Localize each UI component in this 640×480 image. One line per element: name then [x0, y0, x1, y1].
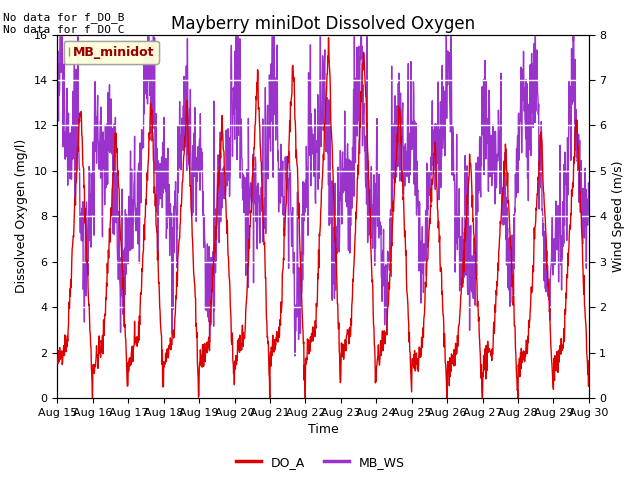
- Title: Mayberry miniDot Dissolved Oxygen: Mayberry miniDot Dissolved Oxygen: [171, 15, 476, 33]
- MB_WS: [406, 172, 414, 178]
- Line: DO_A: DO_A: [58, 38, 589, 398]
- MB_WS: [523, 154, 531, 160]
- Legend: MB_minidot: MB_minidot: [63, 41, 159, 64]
- Text: No data for f_DO_B
No data for f_DO_C: No data for f_DO_B No data for f_DO_C: [3, 12, 125, 36]
- MB_WS: [476, 138, 483, 144]
- MB_WS: [54, 70, 61, 75]
- Y-axis label: Dissolved Oxygen (mg/l): Dissolved Oxygen (mg/l): [15, 139, 28, 293]
- DO_A: [232, 366, 239, 372]
- MB_WS: [56, 32, 64, 37]
- DO_A: [523, 337, 531, 343]
- MB_WS: [172, 202, 180, 208]
- X-axis label: Time: Time: [308, 423, 339, 436]
- Line: MB_WS: MB_WS: [58, 35, 589, 356]
- DO_A: [89, 395, 97, 401]
- Legend: DO_A, MB_WS: DO_A, MB_WS: [230, 451, 410, 474]
- MB_WS: [291, 353, 299, 359]
- MB_WS: [585, 194, 593, 200]
- MB_WS: [232, 106, 239, 111]
- DO_A: [172, 293, 180, 299]
- DO_A: [324, 35, 332, 41]
- DO_A: [476, 336, 483, 342]
- MB_WS: [159, 190, 167, 196]
- DO_A: [406, 349, 414, 355]
- DO_A: [585, 358, 593, 363]
- DO_A: [54, 358, 61, 363]
- DO_A: [159, 380, 167, 386]
- Y-axis label: Wind Speed (m/s): Wind Speed (m/s): [612, 160, 625, 272]
